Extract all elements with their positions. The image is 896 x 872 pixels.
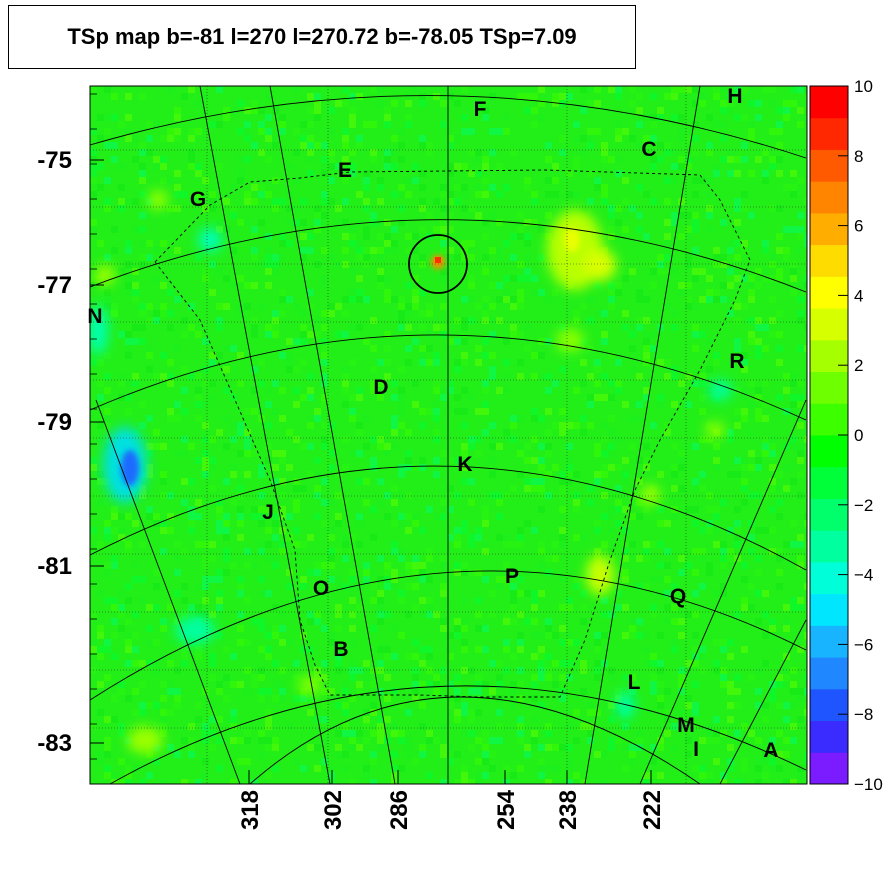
colorbar-swatch <box>810 530 848 563</box>
colorbar-swatch <box>810 308 848 341</box>
colorbar-swatch <box>810 212 848 246</box>
colorbar-swatch <box>810 625 848 658</box>
colorbar-swatch <box>810 244 848 277</box>
x-tick-label: 318 <box>237 790 264 830</box>
colorbar-swatch <box>810 371 848 404</box>
peak-circle <box>408 234 468 294</box>
colorbar-swatch <box>810 752 848 785</box>
colorbar-swatch <box>810 466 848 499</box>
heatmap-noise <box>90 86 807 784</box>
colorbar-swatch <box>810 403 848 436</box>
region-label-m: M <box>677 714 695 737</box>
region-label-h: H <box>727 85 742 108</box>
colorbar-swatch <box>810 117 848 150</box>
colorbar-tick-label: −10 <box>854 775 883 794</box>
y-axis: -75 -77 -79 -81 -83 <box>37 93 104 760</box>
grid-lines <box>90 86 807 784</box>
region-label-c: C <box>641 138 656 161</box>
colorbar-swatch <box>810 435 848 468</box>
colorbar-swatch <box>810 276 848 309</box>
peak-pixel <box>435 257 441 263</box>
x-tick-label: 286 <box>386 790 413 830</box>
region-label-k: K <box>457 453 472 476</box>
x-tick-label: 302 <box>320 790 347 830</box>
colorbar-tick-label: 8 <box>854 147 863 166</box>
y-tick-label: -75 <box>37 147 72 174</box>
region-label-q: Q <box>670 585 686 608</box>
colorbar-swatch <box>810 86 848 119</box>
colorbar-swatch <box>810 657 848 690</box>
colorbar-tick-label: −6 <box>854 635 873 654</box>
region-label-e: E <box>338 159 352 182</box>
colorbar-swatch <box>810 149 848 182</box>
colorbar-swatch <box>810 593 848 626</box>
colorbar-swatch <box>810 688 848 722</box>
y-tick-label: -79 <box>37 409 72 436</box>
colorbar-tick-label: 4 <box>854 286 863 305</box>
colorbar-swatch <box>810 339 848 373</box>
plot-frame <box>89 85 808 785</box>
region-label-d: D <box>373 376 388 399</box>
region-label-a: A <box>763 739 778 762</box>
region-label-n: N <box>87 305 102 328</box>
chart-title: TSp map b=-81 l=270 l=270.72 b=-78.05 TS… <box>8 5 636 69</box>
region-label-o: O <box>313 577 329 600</box>
colorbar-swatch <box>810 498 848 531</box>
colorbar-swatch <box>810 181 848 214</box>
region-label-r: R <box>729 350 744 373</box>
colorbar-tick-label: 2 <box>854 356 863 375</box>
x-tick-label: 238 <box>555 790 582 830</box>
region-labels: F H C E G N R D K J P O Q B L MI A <box>87 85 778 762</box>
region-label-p: P <box>505 565 519 588</box>
y-tick-label: -81 <box>37 553 72 580</box>
survey-boundary <box>154 169 751 698</box>
region-label-f: F <box>474 98 487 121</box>
y-tick-label: -83 <box>37 730 72 757</box>
x-tick-label: 222 <box>639 790 666 830</box>
colorbar-swatch <box>810 720 848 753</box>
colorbar-tick-label: 10 <box>854 77 873 96</box>
region-label-i: I <box>693 738 699 761</box>
x-axis: 318 302 286 254 238 222 <box>237 770 666 830</box>
region-label-j: J <box>262 501 274 524</box>
colorbar-tick-label: 0 <box>854 426 863 445</box>
colorbar-swatch <box>810 561 848 595</box>
x-tick-label: 254 <box>493 789 520 830</box>
region-label-l: L <box>628 671 641 694</box>
y-tick-label: -77 <box>37 272 72 299</box>
colorbar-tick-label: −8 <box>854 705 873 724</box>
colorbar-tick-label: −4 <box>854 566 873 585</box>
galactic-overlay <box>90 86 807 784</box>
region-label-g: G <box>190 188 206 211</box>
colorbar-tick-label: 6 <box>854 217 863 236</box>
colorbar: 10 8 6 4 2 0 −2 −4 −6 −8 −10 <box>809 77 883 794</box>
region-label-b: B <box>333 638 348 661</box>
heatmap-cores <box>121 228 580 486</box>
colorbar-tick-label: −2 <box>854 496 873 515</box>
